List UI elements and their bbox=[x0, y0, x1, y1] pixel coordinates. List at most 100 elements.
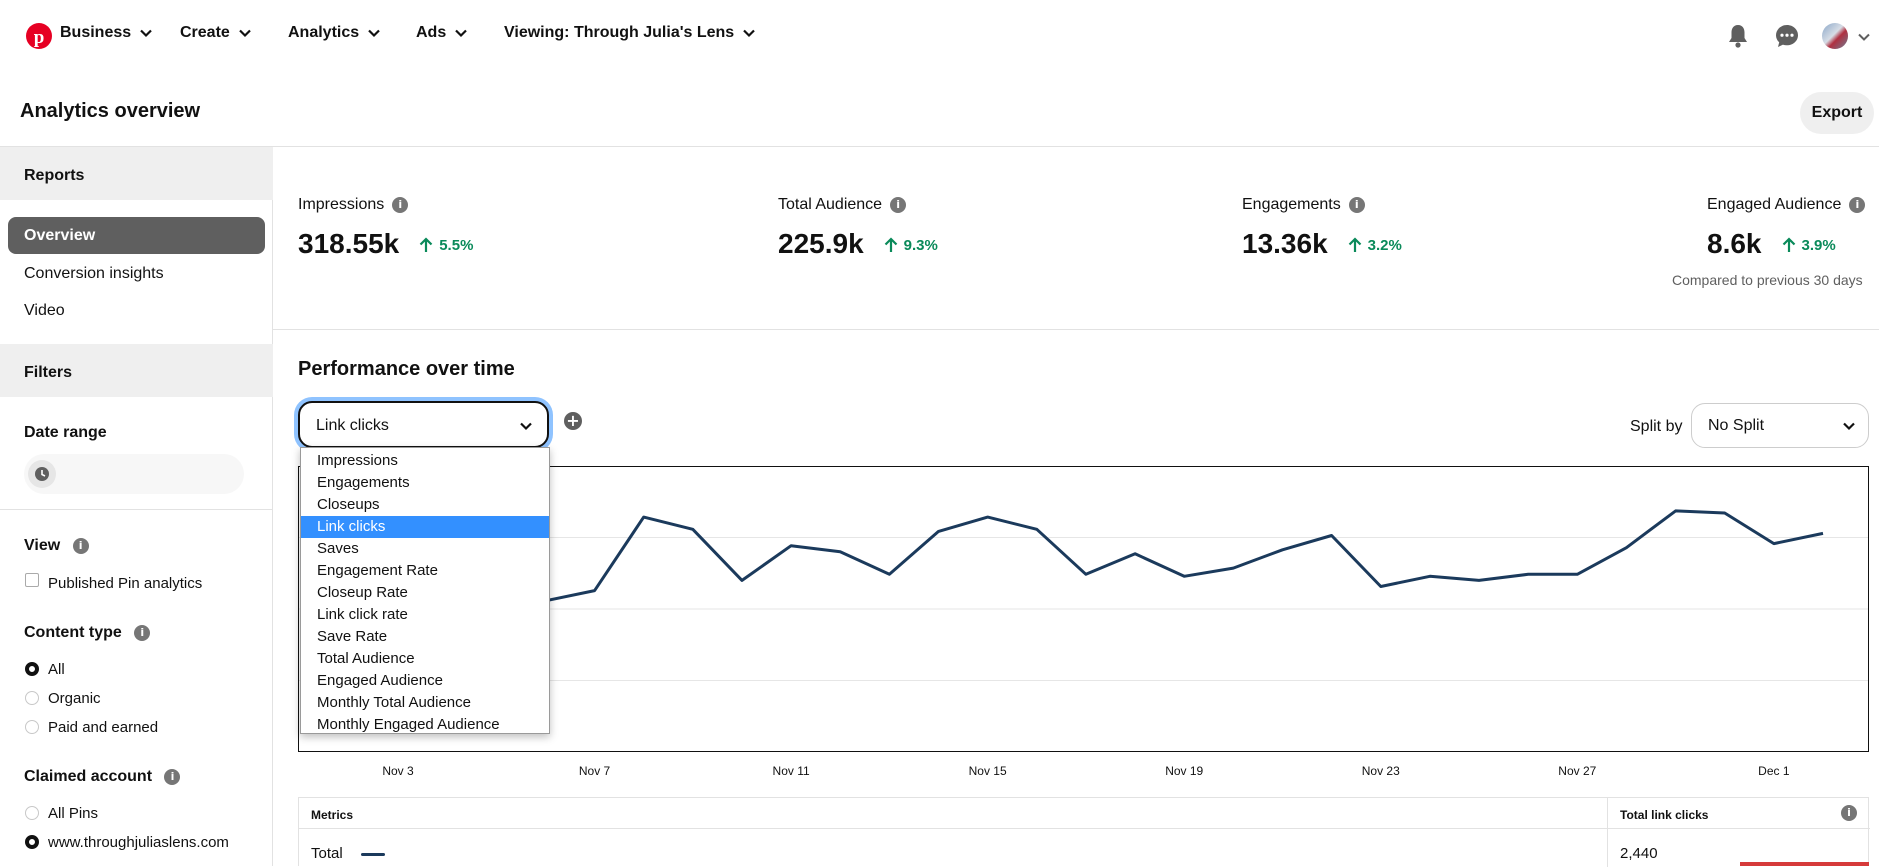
stat-impressions: Impressions i 318.55k 5.5% bbox=[298, 196, 473, 260]
dropdown-option-monthly-engaged-audience[interactable]: Monthly Engaged Audience bbox=[317, 716, 500, 733]
scroll-indicator bbox=[1740, 862, 1869, 866]
avatar[interactable] bbox=[1822, 23, 1848, 49]
chart-point[interactable] bbox=[1227, 562, 1239, 574]
chevron-down-icon bbox=[743, 29, 755, 38]
header-divider bbox=[0, 146, 1879, 147]
content-type-paid-radio[interactable] bbox=[25, 720, 39, 734]
chart-point[interactable] bbox=[1129, 548, 1141, 560]
sidebar-item-conversion-insights[interactable]: Conversion insights bbox=[24, 265, 164, 282]
nav-analytics[interactable]: Analytics bbox=[288, 24, 381, 42]
claimed-account-all-pins-radio[interactable] bbox=[25, 806, 39, 820]
dropdown-option-save-rate[interactable]: Save Rate bbox=[317, 628, 388, 645]
sidebar-section-reports: Reports bbox=[0, 147, 273, 200]
metric-select[interactable]: Link clicks bbox=[298, 401, 549, 448]
info-icon[interactable]: i bbox=[890, 197, 907, 213]
dropdown-option-link-click-rate[interactable]: Link click rate bbox=[317, 606, 408, 623]
stat-label: Impressions bbox=[298, 196, 385, 213]
info-icon[interactable]: i bbox=[1348, 197, 1365, 213]
dropdown-option-link-clicks[interactable]: Link clicks bbox=[301, 516, 549, 538]
x-tick-label: Dec 1 bbox=[1758, 764, 1790, 778]
info-icon[interactable]: i bbox=[392, 197, 409, 213]
x-tick-label: Nov 3 bbox=[382, 764, 414, 778]
published-pin-analytics-checkbox[interactable] bbox=[25, 573, 39, 587]
chart-point[interactable] bbox=[589, 585, 601, 597]
chart-series-line[interactable] bbox=[397, 509, 1824, 635]
chart-point[interactable] bbox=[1178, 570, 1190, 582]
chart-point[interactable] bbox=[687, 523, 699, 535]
content-type-organic-radio[interactable] bbox=[25, 691, 39, 705]
chart-point[interactable] bbox=[1719, 507, 1731, 519]
chart-point[interactable] bbox=[982, 511, 994, 523]
dropdown-option-engagements[interactable]: Engagements bbox=[317, 474, 410, 491]
chart-point[interactable] bbox=[1571, 568, 1583, 580]
chart-point[interactable] bbox=[1670, 505, 1682, 517]
info-icon[interactable]: i bbox=[1849, 197, 1866, 213]
chart-point[interactable] bbox=[1276, 544, 1288, 556]
stat-label: Engaged Audience bbox=[1707, 196, 1842, 213]
dropdown-option-closeup-rate[interactable]: Closeup Rate bbox=[317, 584, 408, 601]
bell-icon[interactable] bbox=[1724, 22, 1752, 50]
chart-point[interactable] bbox=[1375, 581, 1387, 593]
chart-point[interactable] bbox=[1326, 529, 1338, 541]
chart-point[interactable] bbox=[834, 546, 846, 558]
chart-point[interactable] bbox=[883, 568, 895, 580]
chart-frame bbox=[298, 466, 1869, 752]
info-icon[interactable]: i bbox=[134, 624, 151, 641]
chart-point[interactable] bbox=[1620, 542, 1632, 554]
dropdown-option-total-audience[interactable]: Total Audience bbox=[317, 650, 415, 667]
content-type-all-radio[interactable] bbox=[25, 662, 39, 676]
dropdown-option-engagement-rate[interactable]: Engagement Rate bbox=[317, 562, 438, 579]
chart-point[interactable] bbox=[933, 525, 945, 537]
info-icon[interactable]: i bbox=[72, 537, 89, 554]
table-row-label: Total bbox=[311, 845, 343, 862]
claimed-account-website-radio[interactable] bbox=[25, 835, 39, 849]
chevron-down-icon bbox=[520, 422, 532, 431]
claimed-account-label-text: Claimed account bbox=[24, 768, 153, 785]
info-icon[interactable]: i bbox=[164, 768, 181, 785]
chart-point[interactable] bbox=[1473, 574, 1485, 586]
dropdown-option-impressions[interactable]: Impressions bbox=[317, 452, 398, 469]
nav-create-label: Create bbox=[180, 24, 230, 41]
date-range-label: Date range bbox=[24, 424, 107, 441]
nav-ads[interactable]: Ads bbox=[416, 24, 468, 42]
sidebar-item-video[interactable]: Video bbox=[24, 302, 65, 319]
comparison-note: Compared to previous 30 days bbox=[1672, 272, 1863, 288]
add-metric-icon[interactable]: + bbox=[564, 412, 582, 430]
content-type-all-label: All bbox=[48, 661, 65, 678]
chart-point[interactable] bbox=[1080, 568, 1092, 580]
nav-create[interactable]: Create bbox=[180, 24, 252, 42]
clock-icon bbox=[28, 460, 56, 488]
export-button[interactable]: Export bbox=[1800, 92, 1874, 134]
dropdown-option-monthly-total-audience[interactable]: Monthly Total Audience bbox=[317, 694, 471, 711]
dropdown-option-saves[interactable]: Saves bbox=[317, 540, 359, 557]
claimed-account-all-pins-label: All Pins bbox=[48, 805, 99, 822]
nav-viewing-account[interactable]: Viewing: Through Julia's Lens bbox=[504, 24, 756, 42]
sidebar-item-overview[interactable]: Overview bbox=[8, 217, 265, 254]
date-range-picker[interactable] bbox=[24, 454, 244, 494]
view-filter-label: View i bbox=[24, 537, 89, 555]
chart-point[interactable] bbox=[1768, 538, 1780, 550]
chart-point[interactable] bbox=[1817, 527, 1829, 539]
pinterest-logo-icon[interactable]: p bbox=[26, 23, 52, 49]
chevron-down-icon bbox=[239, 29, 251, 38]
published-pin-analytics-label: Published Pin analytics bbox=[48, 575, 203, 592]
nav-business[interactable]: Business bbox=[60, 24, 153, 42]
dropdown-option-engaged-audience[interactable]: Engaged Audience bbox=[317, 672, 443, 689]
stat-value: 225.9k bbox=[778, 228, 864, 259]
stat-delta: 3.9% bbox=[1801, 236, 1836, 254]
chart-point[interactable] bbox=[1424, 570, 1436, 582]
account-menu-chevron-icon[interactable] bbox=[1857, 30, 1871, 44]
split-by-select[interactable]: No Split bbox=[1691, 403, 1869, 448]
stat-total-audience: Total Audience i 225.9k 9.3% bbox=[778, 196, 938, 260]
total-link-clicks-column-header: Total link clicks bbox=[1620, 808, 1709, 822]
chart-point[interactable] bbox=[1031, 523, 1043, 535]
info-icon[interactable]: i bbox=[1841, 805, 1857, 821]
view-label-text: View bbox=[24, 537, 61, 554]
chart-point[interactable] bbox=[785, 540, 797, 552]
stat-delta: 5.5% bbox=[439, 236, 474, 254]
chat-bubble-icon[interactable] bbox=[1773, 22, 1801, 50]
chart-point[interactable] bbox=[1522, 568, 1534, 580]
chart-point[interactable] bbox=[736, 574, 748, 586]
chart-point[interactable] bbox=[638, 511, 650, 523]
dropdown-option-closeups[interactable]: Closeups bbox=[317, 496, 380, 513]
